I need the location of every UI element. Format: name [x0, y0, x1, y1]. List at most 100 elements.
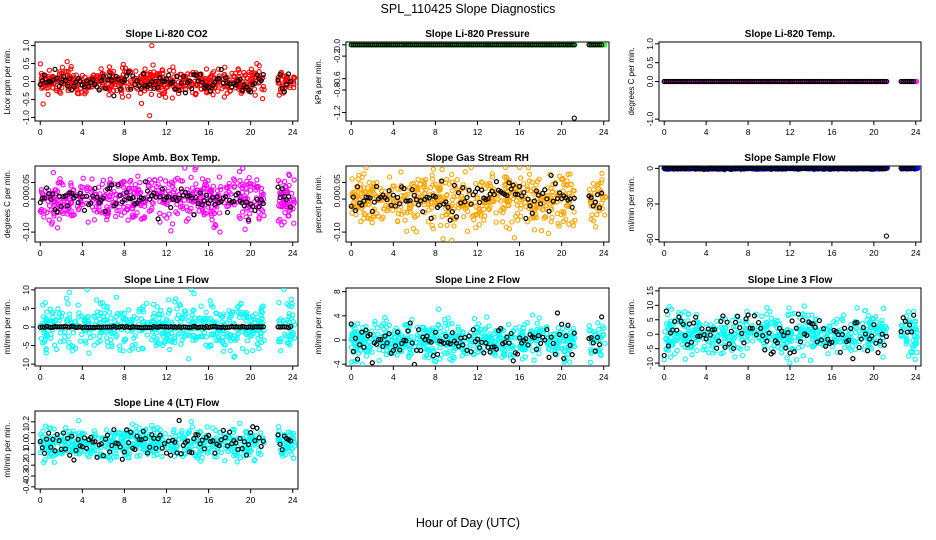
data-point — [86, 350, 92, 356]
x-tick-label: 4 — [80, 248, 85, 258]
x-tick-label: 20 — [557, 248, 567, 258]
y-tick-label: -1.2 — [332, 105, 342, 120]
y-tick-label: 0.0 — [645, 75, 655, 87]
data-point — [104, 305, 110, 311]
mean-point — [130, 73, 136, 79]
data-point — [135, 173, 141, 179]
data-point — [146, 177, 152, 183]
mean-point — [569, 352, 575, 358]
mean-point — [92, 185, 98, 192]
data-point — [566, 221, 572, 227]
data-point — [356, 350, 362, 356]
data-point — [216, 210, 223, 216]
data-point — [528, 215, 535, 221]
mean-point — [83, 193, 90, 199]
data-point — [46, 217, 52, 223]
data-point — [477, 208, 483, 214]
mean-point — [197, 71, 203, 77]
data-point — [97, 300, 104, 307]
mean-point — [168, 204, 174, 211]
data-point — [55, 306, 61, 312]
y-tick-label: 10 — [21, 285, 31, 295]
mean-point — [464, 347, 470, 353]
data-point — [351, 340, 357, 346]
mean-point — [62, 193, 69, 199]
data-point — [241, 69, 247, 76]
x-tick-label: 8 — [746, 127, 751, 137]
data-point — [129, 79, 135, 85]
mean-point — [140, 71, 146, 77]
data-point — [430, 166, 437, 172]
data-point — [595, 320, 601, 326]
panel-3: Slope Li-820 Temp.0 4 8 12 16 20 24-1.00.00.51… — [627, 29, 922, 137]
mean-point — [390, 347, 396, 354]
data-point — [57, 330, 64, 336]
data-point — [443, 192, 450, 199]
data-point — [254, 177, 260, 183]
mean-point — [556, 331, 563, 338]
data-point — [75, 207, 82, 213]
mean-point — [559, 321, 565, 327]
data-point — [138, 73, 144, 79]
mean-point — [126, 69, 132, 75]
data-point — [178, 178, 184, 184]
data-point — [166, 307, 173, 313]
data-point — [68, 180, 74, 186]
data-point — [227, 314, 233, 321]
data-point — [70, 330, 77, 336]
mean-point — [489, 344, 495, 350]
x-tick-label: 20 — [246, 248, 256, 258]
data-point — [445, 315, 451, 321]
mean-point — [432, 194, 439, 200]
mean-point — [911, 166, 917, 171]
data-point — [363, 353, 370, 359]
mean-point — [189, 86, 195, 92]
data-point — [129, 342, 136, 348]
data-point — [38, 189, 45, 195]
mean-point — [50, 191, 56, 197]
x-tick-label: 12 — [162, 127, 172, 137]
mean-point — [908, 78, 915, 85]
y-tick-label: 0.05 — [332, 174, 342, 191]
data-point — [455, 324, 461, 330]
mean-point — [411, 361, 417, 366]
data-point — [495, 196, 501, 203]
mean-point — [138, 85, 144, 92]
data-point — [142, 77, 149, 83]
data-point — [65, 206, 71, 212]
mean-point — [113, 201, 119, 207]
data-point — [226, 332, 232, 338]
data-point — [144, 332, 150, 338]
data-point — [439, 166, 445, 173]
data-point — [121, 209, 128, 215]
data-point — [561, 345, 568, 351]
mean-point — [279, 85, 285, 91]
mean-point — [285, 194, 292, 200]
data-point — [592, 224, 599, 230]
mean-point — [550, 340, 556, 347]
mean-point — [516, 183, 523, 190]
mean-point — [157, 75, 163, 81]
data-point — [40, 302, 46, 308]
data-point — [371, 191, 378, 198]
data-point — [598, 351, 604, 357]
data-point — [529, 312, 536, 318]
data-point — [207, 342, 214, 348]
data-point — [232, 183, 238, 189]
data-point — [193, 334, 199, 340]
data-point — [198, 334, 204, 340]
data-point — [57, 176, 63, 182]
data-point — [199, 176, 206, 182]
data-point — [375, 213, 381, 219]
data-point — [460, 203, 466, 209]
data-point — [421, 184, 427, 191]
data-point — [479, 179, 485, 185]
data-point — [132, 181, 138, 188]
data-point — [208, 189, 215, 195]
data-point — [286, 171, 292, 177]
x-tick-label: 8 — [433, 372, 438, 382]
x-tick-label: 24 — [911, 248, 921, 258]
mean-point — [41, 72, 48, 78]
data-point — [367, 212, 373, 219]
data-point — [193, 166, 199, 171]
